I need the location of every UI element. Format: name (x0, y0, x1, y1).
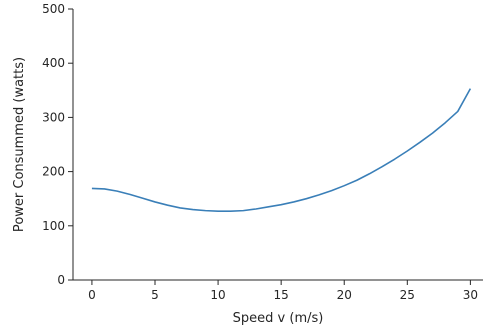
y-tick-label: 500 (42, 2, 65, 16)
x-tick-label: 5 (151, 288, 159, 302)
series-line-0 (91, 88, 472, 212)
x-axis-ticks: 0 5 10 15 20 25 30 (88, 280, 478, 302)
y-tick-label: 0 (57, 273, 65, 287)
x-tick-label: 10 (210, 288, 225, 302)
y-axis-label: Power Consummed (watts) (12, 57, 27, 232)
y-tick-label: 100 (42, 219, 65, 233)
y-tick-label: 300 (42, 110, 65, 124)
y-tick-label: 200 (42, 165, 65, 179)
x-tick-label: 15 (274, 288, 289, 302)
y-axis-ticks: 0 100 200 300 400 500 (42, 2, 73, 287)
x-axis-label: Speed v (m/s) (233, 311, 324, 326)
x-tick-label: 20 (337, 288, 352, 302)
x-tick-label: 30 (463, 288, 478, 302)
plot-area (72, 9, 483, 281)
x-tick-label: 0 (88, 288, 96, 302)
x-tick-label: 25 (400, 288, 415, 302)
y-tick-label: 400 (42, 56, 65, 70)
